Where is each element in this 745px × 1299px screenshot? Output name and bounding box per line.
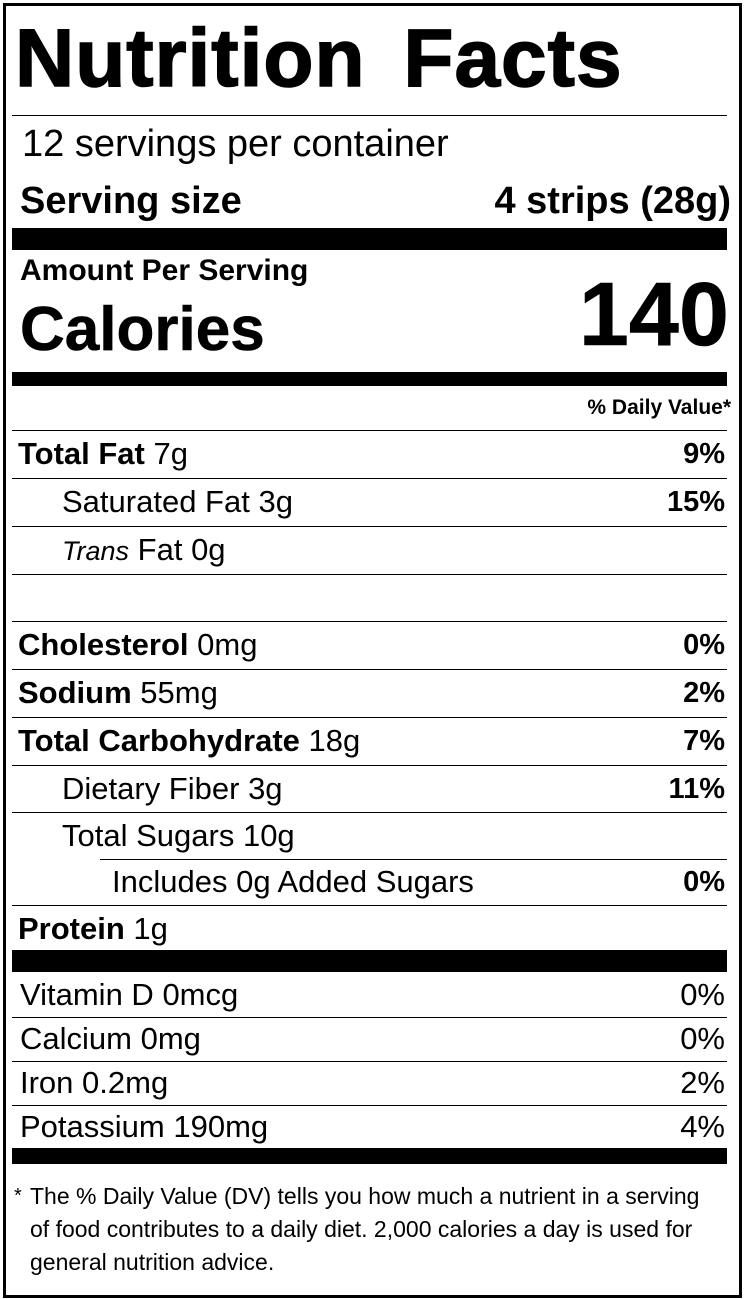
amount-per-serving: Amount Per Serving bbox=[20, 254, 309, 287]
nutrient-label: Total Fat 7g bbox=[18, 438, 188, 469]
vitamin-amount: 0mcg bbox=[162, 977, 239, 1012]
nutrient-name: Fat bbox=[137, 532, 183, 567]
nutrient-name-italic: Trans bbox=[62, 536, 130, 566]
nutrient-label: Saturated Fat 3g bbox=[62, 486, 293, 517]
divider bbox=[12, 1105, 727, 1106]
nutrient-dv: 9% bbox=[683, 438, 725, 470]
serving-size-value: 4 strips (28g) bbox=[494, 180, 731, 222]
vitamin-row-potassium: Potassium 190mg 4% bbox=[12, 1105, 727, 1149]
nutrient-name: Cholesterol bbox=[18, 627, 189, 662]
footnote-asterisk: * bbox=[14, 1185, 22, 1207]
nutrient-dv: 15% bbox=[666, 486, 725, 518]
nutrient-name: Dietary Fiber bbox=[62, 771, 240, 806]
nutrient-label: Dietary Fiber 3g bbox=[62, 773, 283, 804]
nutrient-amount: 1g bbox=[133, 911, 168, 946]
nutrient-amount: 0mg bbox=[197, 627, 258, 662]
nutrient-row-protein: Protein 1g bbox=[12, 906, 727, 952]
nutrient-row-dietary-fiber: Dietary Fiber 3g 11% bbox=[12, 766, 727, 812]
vitamin-amount: 190mg bbox=[173, 1109, 269, 1144]
thick-divider bbox=[12, 950, 727, 972]
nutrient-label: Sodium 55mg bbox=[18, 677, 218, 708]
nutrient-label: Total Sugars 10g bbox=[62, 820, 295, 851]
vitamin-name: Vitamin D bbox=[20, 977, 154, 1012]
nutrient-row-added-sugars: Includes 0g Added Sugars 0% bbox=[12, 859, 727, 905]
nutrient-amount: 10g bbox=[242, 818, 295, 853]
nutrient-row-total-sugars: Total Sugars 10g bbox=[12, 813, 727, 859]
nutrient-name: Saturated Fat bbox=[62, 484, 250, 519]
vitamin-row-calcium: Calcium 0mg 0% bbox=[12, 1017, 727, 1061]
nutrient-amount: 0g bbox=[191, 532, 226, 567]
vitamin-dv: 0% bbox=[680, 1021, 725, 1056]
divider bbox=[12, 812, 727, 813]
nutrient-name: Sodium bbox=[18, 675, 132, 710]
nutrient-dv: 0% bbox=[683, 866, 725, 898]
vitamin-dv: 4% bbox=[680, 1109, 725, 1144]
nutrient-dv: 11% bbox=[668, 773, 725, 805]
divider bbox=[12, 717, 727, 718]
nutrient-name: Total Fat bbox=[18, 436, 145, 471]
nutrient-row-trans-fat: Trans Fat 0g bbox=[12, 527, 727, 573]
vitamin-row-vitamin-d: Vitamin D 0mcg 0% bbox=[12, 973, 727, 1017]
footnote-text: The % Daily Value (DV) tells you how muc… bbox=[30, 1183, 700, 1275]
daily-value-header: % Daily Value* bbox=[587, 396, 731, 419]
nutrient-name: Total Carbohydrate bbox=[18, 723, 300, 758]
vitamin-dv: 2% bbox=[680, 1065, 725, 1100]
vitamin-label: Iron 0.2mg bbox=[20, 1067, 168, 1098]
vitamin-name: Calcium bbox=[20, 1021, 132, 1056]
nutrient-dv: 2% bbox=[683, 677, 725, 709]
vitamin-dv: 0% bbox=[680, 977, 725, 1012]
vitamin-name: Potassium bbox=[20, 1109, 165, 1144]
nutrient-name: Includes 0g Added Sugars bbox=[112, 864, 474, 899]
divider bbox=[12, 765, 727, 766]
footnote: * The % Daily Value (DV) tells you how m… bbox=[14, 1180, 714, 1279]
nutrient-amount: 18g bbox=[308, 723, 361, 758]
calories-label: Calories bbox=[20, 295, 265, 364]
nutrient-row-total-carbohydrate: Total Carbohydrate 18g 7% bbox=[12, 718, 727, 764]
vitamin-label: Vitamin D 0mcg bbox=[20, 979, 238, 1010]
nutrient-name: Total Sugars bbox=[62, 818, 235, 853]
medium-divider bbox=[12, 1148, 727, 1164]
vitamin-row-iron: Iron 0.2mg 2% bbox=[12, 1061, 727, 1105]
vitamin-label: Calcium 0mg bbox=[20, 1023, 201, 1054]
serving-size-label: Serving size bbox=[20, 180, 242, 222]
nutrient-label: Trans Fat 0g bbox=[62, 534, 226, 565]
thick-divider bbox=[12, 228, 727, 250]
calories-value: 140 bbox=[578, 265, 730, 365]
nutrient-row-saturated-fat: Saturated Fat 3g 15% bbox=[12, 479, 727, 525]
nutrient-name: Protein bbox=[18, 911, 125, 946]
servings-per-container: 12 servings per container bbox=[22, 123, 449, 165]
medium-divider bbox=[12, 372, 727, 386]
nutrient-row-total-fat: Total Fat 7g 9% bbox=[12, 431, 727, 477]
nutrient-dv: 7% bbox=[683, 725, 725, 757]
divider bbox=[100, 859, 727, 860]
vitamin-amount: 0.2mg bbox=[82, 1065, 169, 1100]
nutrient-row-sodium: Sodium 55mg 2% bbox=[12, 670, 727, 716]
divider bbox=[12, 905, 727, 906]
nutrient-amount: 3g bbox=[248, 771, 283, 806]
vitamin-amount: 0mg bbox=[140, 1021, 201, 1056]
nutrient-label: Protein 1g bbox=[18, 913, 168, 944]
divider bbox=[12, 526, 727, 527]
divider bbox=[12, 115, 727, 116]
nutrient-amount: 3g bbox=[258, 484, 293, 519]
divider bbox=[12, 430, 727, 431]
nutrient-amount: 7g bbox=[153, 436, 188, 471]
divider bbox=[12, 574, 727, 575]
divider bbox=[12, 1017, 727, 1018]
divider bbox=[12, 478, 727, 479]
vitamin-name: Iron bbox=[20, 1065, 74, 1100]
label-title: Nutrition Facts bbox=[14, 13, 623, 104]
nutrition-facts-label bbox=[3, 3, 742, 1298]
nutrient-row-cholesterol: Cholesterol 0mg 0% bbox=[12, 622, 727, 668]
nutrient-amount: 55mg bbox=[140, 675, 218, 710]
divider bbox=[12, 1061, 727, 1062]
vitamin-label: Potassium 190mg bbox=[20, 1111, 268, 1142]
nutrient-label: Cholesterol 0mg bbox=[18, 629, 257, 660]
divider bbox=[12, 621, 727, 622]
nutrient-label: Total Carbohydrate 18g bbox=[18, 725, 360, 756]
divider bbox=[12, 669, 727, 670]
nutrient-dv: 0% bbox=[683, 629, 725, 661]
